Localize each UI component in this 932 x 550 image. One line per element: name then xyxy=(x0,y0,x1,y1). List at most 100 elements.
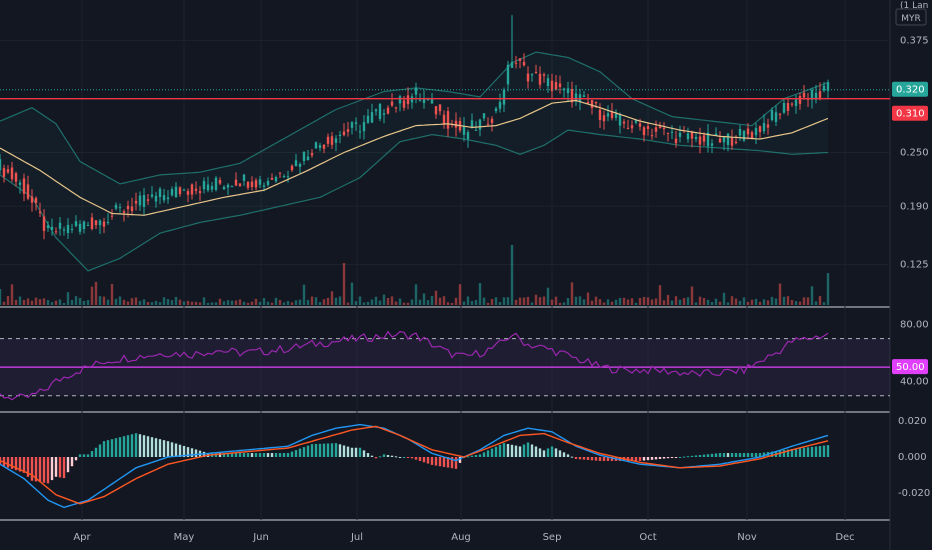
volume-bar xyxy=(86,300,90,305)
volume-bar xyxy=(222,301,226,305)
volume-bar xyxy=(270,302,274,305)
macd-histogram-bar xyxy=(714,453,718,457)
macd-histogram-bar xyxy=(538,448,542,457)
macd-histogram-bar xyxy=(398,457,402,458)
candle-body xyxy=(738,128,742,136)
candle-body xyxy=(22,178,26,194)
volume-bar xyxy=(386,297,390,305)
macd-histogram-bar xyxy=(374,457,378,459)
macd-histogram-bar xyxy=(106,440,110,457)
macd-histogram-bar xyxy=(98,444,102,457)
volume-bar xyxy=(550,299,554,305)
macd-histogram-bar xyxy=(550,446,554,457)
rsi-tick-label: 80.00 xyxy=(900,319,929,330)
candle-body xyxy=(162,195,166,201)
volume-bar xyxy=(406,302,410,305)
volume-bar xyxy=(354,301,358,305)
volume-bar xyxy=(658,285,662,305)
candle-body xyxy=(358,131,362,133)
macd-histogram-bar xyxy=(298,448,302,457)
macd-histogram-bar xyxy=(662,457,666,459)
volume-bar xyxy=(538,297,542,305)
candle-body xyxy=(418,99,422,101)
macd-histogram-bar xyxy=(222,453,226,457)
macd-histogram-bar xyxy=(810,446,814,457)
volume-bar xyxy=(166,299,170,305)
macd-histogram-bar xyxy=(114,438,118,457)
volume-bar xyxy=(622,297,626,305)
macd-histogram-bar xyxy=(694,455,698,457)
volume-bar xyxy=(462,301,466,305)
candle-body xyxy=(366,115,370,123)
volume-bar xyxy=(130,298,134,305)
volume-bar xyxy=(574,296,578,305)
macd-histogram-bar xyxy=(350,447,354,457)
macd-histogram-bar xyxy=(414,457,418,460)
candle-body xyxy=(86,224,90,226)
volume-bar xyxy=(110,283,114,305)
volume-bar xyxy=(498,301,502,305)
macd-histogram-bar xyxy=(718,453,722,457)
macd-histogram-bar xyxy=(174,443,178,457)
candle-body xyxy=(642,127,646,136)
volume-bar xyxy=(718,301,722,305)
macd-tick-label: -0.020 xyxy=(898,488,930,499)
month-tick-label: Dec xyxy=(835,532,854,543)
volume-bar xyxy=(618,297,622,305)
macd-histogram-bar xyxy=(494,446,498,457)
volume-bar xyxy=(206,302,210,305)
macd-histogram-bar xyxy=(26,457,30,477)
volume-bar xyxy=(74,296,78,305)
candle-body xyxy=(698,136,702,145)
macd-histogram-bar xyxy=(150,437,154,457)
candle-body xyxy=(74,221,78,227)
candle-body xyxy=(258,179,262,185)
macd-histogram-bar xyxy=(722,453,726,457)
volume-bar xyxy=(346,302,350,305)
candle-body xyxy=(782,102,786,113)
volume-bar xyxy=(738,300,742,305)
macd-histogram-bar xyxy=(522,444,526,457)
macd-histogram-bar xyxy=(434,457,438,466)
candle-body xyxy=(802,92,806,98)
candle-body xyxy=(110,215,114,217)
candle-body xyxy=(238,183,242,187)
macd-histogram-bar xyxy=(154,438,158,457)
macd-histogram-bar xyxy=(470,455,474,457)
candle-body xyxy=(378,103,382,119)
macd-histogram-bar xyxy=(474,455,478,457)
macd-histogram-bar xyxy=(118,437,122,457)
candle-body xyxy=(794,99,798,107)
candle-body xyxy=(446,111,450,129)
price-tick-label: 0.375 xyxy=(900,35,929,46)
candle-body xyxy=(426,99,430,101)
macd-histogram-bar xyxy=(502,443,506,457)
macd-histogram-bar xyxy=(366,453,370,457)
macd-histogram-bar xyxy=(702,454,706,457)
macd-histogram-bar xyxy=(658,457,662,459)
price-tick-label: 0.250 xyxy=(900,148,929,159)
candle-body xyxy=(430,98,434,104)
macd-histogram-bar xyxy=(562,452,566,457)
currency-box[interactable] xyxy=(895,8,927,26)
candle-body xyxy=(222,186,226,190)
candle-body xyxy=(374,109,378,112)
volume-bar xyxy=(478,283,482,305)
macd-histogram-bar xyxy=(442,457,446,467)
candle-body xyxy=(282,176,286,178)
volume-bar xyxy=(10,284,14,305)
macd-histogram-bar xyxy=(526,442,530,457)
volume-bar xyxy=(266,301,270,305)
volume-bar xyxy=(390,296,394,305)
volume-bar xyxy=(594,296,598,305)
candle-body xyxy=(790,103,794,105)
candle-body xyxy=(306,156,310,160)
rsi-mid-badge xyxy=(892,359,928,375)
last-price-label: 0.320 xyxy=(896,85,925,96)
candle-body xyxy=(610,111,614,119)
volume-bar xyxy=(766,300,770,305)
macd-histogram-bar xyxy=(782,450,786,457)
last-price-badge xyxy=(892,81,928,97)
volume-bar xyxy=(650,299,654,305)
